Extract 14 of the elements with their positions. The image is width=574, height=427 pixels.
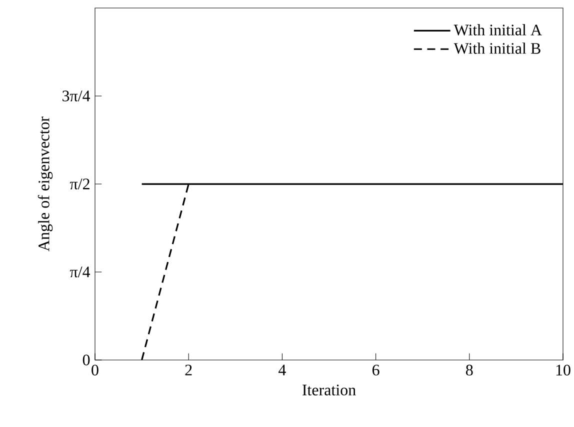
x-tick-label: 4: [278, 364, 286, 376]
x-tick-label: 2: [185, 364, 192, 376]
x-tick-label: 8: [466, 364, 473, 376]
y-tick-label: π/2: [70, 178, 90, 190]
y-tick-label: 0: [82, 354, 90, 366]
y-axis-title: Angle of eigenvector: [38, 116, 53, 252]
x-tick-label: 10: [556, 364, 570, 376]
y-tick-label: π/4: [70, 266, 90, 278]
x-axis-title: Iteration: [302, 384, 356, 396]
legend-label: With initial A: [454, 24, 542, 36]
y-tick-label: 3π/4: [62, 90, 90, 102]
x-tick-label: 6: [372, 364, 380, 376]
legend-label: With initial B: [454, 42, 540, 54]
x-tick-label: 0: [92, 364, 98, 376]
